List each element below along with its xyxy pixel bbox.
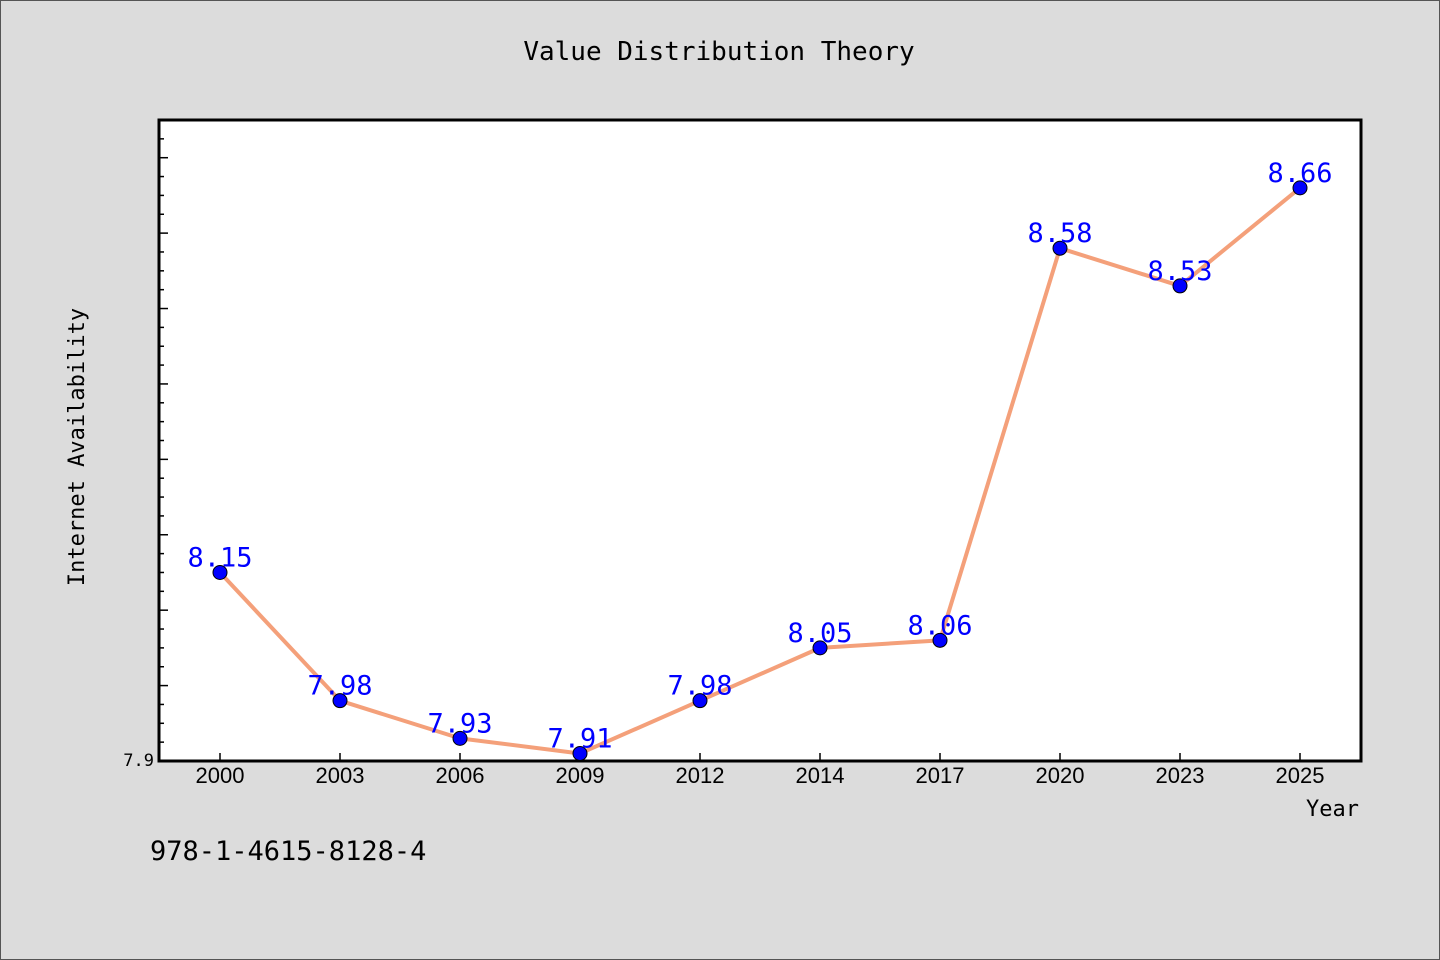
plot-area: [157, 118, 1363, 763]
data-label: 7.93: [427, 708, 492, 739]
data-point: [572, 745, 588, 761]
data-point: [932, 632, 948, 648]
x-tick-label: 2014: [796, 763, 845, 788]
data-point: [692, 693, 708, 709]
x-axis-title: Year: [1306, 797, 1359, 822]
x-tick-label: 2020: [1036, 763, 1085, 788]
x-tick-label: 2003: [316, 763, 365, 788]
x-tick-label: 2017: [916, 763, 965, 788]
data-label: 8.53: [1147, 256, 1212, 287]
x-axis-ticks: 2000 2003 2006 2009 2012 2014 2017 2020 2023 2025: [196, 753, 1325, 788]
data-point: [812, 640, 828, 656]
x-tick-label: 2009: [556, 763, 605, 788]
x-tick-label: 2025: [1276, 763, 1325, 788]
data-label: 8.06: [907, 610, 972, 641]
data-point: [1292, 180, 1308, 196]
x-tick-label: 2023: [1156, 763, 1205, 788]
series-markers: [212, 180, 1308, 761]
data-labels: 8.15 7.98 7.93 7.91 7.98 8.05 8.06 8.58 8.53 8.66: [187, 158, 1332, 755]
data-label: 8.66: [1267, 158, 1332, 189]
data-point: [452, 730, 468, 746]
data-label: 7.98: [307, 671, 372, 702]
x-tick-label: 2006: [436, 763, 485, 788]
data-point: [212, 564, 228, 580]
y-axis-ticks: [159, 119, 168, 762]
x-tick-label: 2012: [676, 763, 725, 788]
isbn-text: 978-1-4615-8128-4: [150, 836, 427, 867]
data-point: [1052, 240, 1068, 256]
data-label: 8.05: [787, 618, 852, 649]
data-label: 7.91: [547, 723, 612, 754]
y-axis-title: Internet Availability: [65, 308, 90, 586]
data-point: [332, 693, 348, 709]
data-label: 7.98: [667, 671, 732, 702]
chart-title: Value Distribution Theory: [523, 37, 914, 67]
data-label: 8.58: [1027, 218, 1092, 249]
data-label: 8.15: [187, 542, 252, 573]
y-tick-label: 7.9: [123, 751, 154, 771]
data-point: [1172, 278, 1188, 294]
x-tick-label: 2000: [196, 763, 245, 788]
series-line: [218, 186, 1302, 756]
